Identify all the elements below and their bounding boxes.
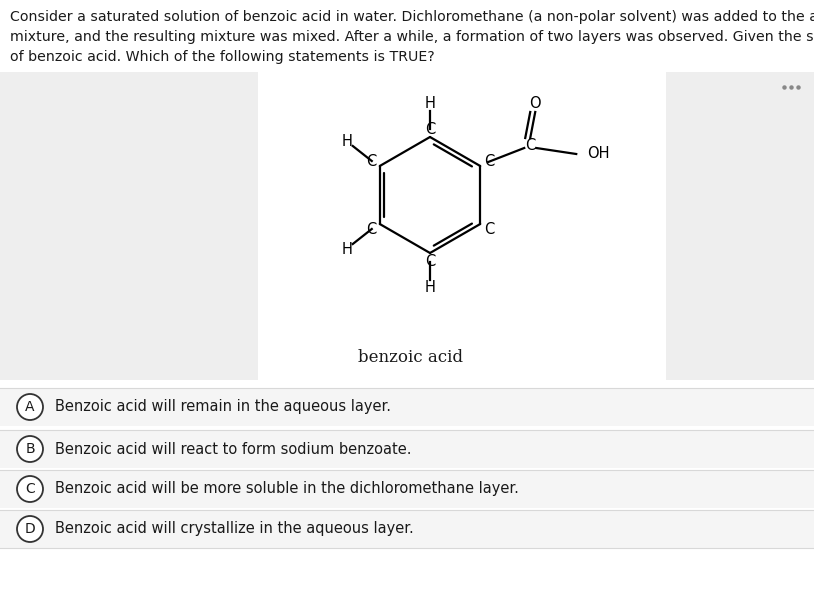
Text: B: B (25, 442, 35, 456)
Text: Benzoic acid will react to form sodium benzoate.: Benzoic acid will react to form sodium b… (55, 441, 412, 457)
Text: Consider a saturated solution of benzoic acid in water. Dichloromethane (a non-p: Consider a saturated solution of benzoic… (10, 10, 814, 64)
Text: OH: OH (587, 146, 610, 162)
Circle shape (17, 476, 43, 502)
FancyBboxPatch shape (0, 72, 258, 380)
Text: benzoic acid: benzoic acid (357, 349, 462, 366)
FancyBboxPatch shape (0, 388, 814, 426)
FancyBboxPatch shape (666, 72, 814, 380)
Text: C: C (484, 221, 494, 237)
Circle shape (17, 516, 43, 542)
Text: H: H (341, 133, 352, 149)
Text: Benzoic acid will remain in the aqueous layer.: Benzoic acid will remain in the aqueous … (55, 399, 391, 415)
Text: C: C (425, 122, 435, 136)
Text: Benzoic acid will be more soluble in the dichloromethane layer.: Benzoic acid will be more soluble in the… (55, 481, 519, 497)
Text: C: C (365, 153, 376, 169)
FancyBboxPatch shape (0, 470, 814, 508)
Text: H: H (341, 241, 352, 257)
Text: O: O (529, 97, 541, 112)
Text: C: C (425, 254, 435, 270)
Text: C: C (484, 153, 494, 169)
Text: C: C (25, 482, 35, 496)
Text: H: H (425, 280, 435, 296)
FancyBboxPatch shape (0, 510, 814, 548)
Circle shape (17, 394, 43, 420)
Text: Benzoic acid will crystallize in the aqueous layer.: Benzoic acid will crystallize in the aqu… (55, 522, 414, 536)
Text: D: D (24, 522, 35, 536)
FancyBboxPatch shape (0, 430, 814, 468)
Text: C: C (365, 221, 376, 237)
Text: H: H (425, 97, 435, 112)
Text: A: A (25, 400, 35, 414)
Circle shape (17, 436, 43, 462)
Text: C: C (525, 139, 536, 153)
